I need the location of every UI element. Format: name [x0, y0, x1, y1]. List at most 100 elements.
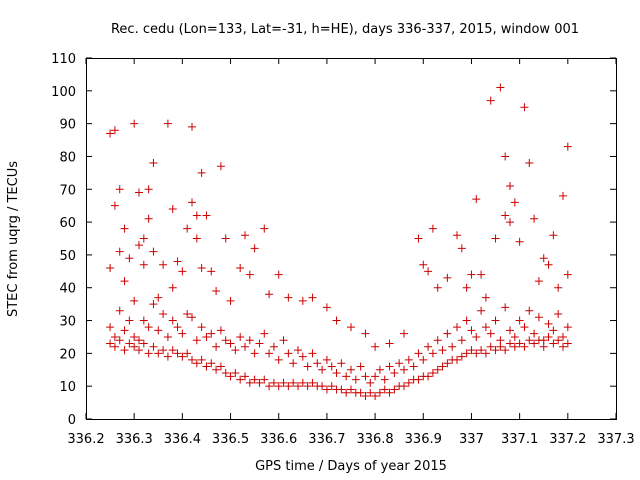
data-point-marker	[298, 378, 307, 387]
data-point-marker	[154, 349, 163, 358]
data-point-marker	[559, 342, 567, 351]
data-point-marker	[207, 359, 216, 368]
data-point-marker	[274, 355, 283, 364]
data-point-marker	[115, 336, 124, 345]
data-point-marker	[216, 162, 225, 171]
data-point-marker	[183, 349, 192, 358]
data-point-marker	[207, 329, 216, 338]
data-point-marker	[231, 346, 240, 355]
data-point-marker	[163, 352, 172, 361]
data-point-marker	[347, 323, 355, 332]
data-point-marker	[515, 316, 524, 325]
data-point-marker	[486, 96, 495, 105]
data-point-marker	[294, 346, 302, 355]
data-point-marker	[462, 349, 471, 358]
data-point-marker	[491, 316, 500, 325]
data-point-marker	[110, 126, 119, 135]
data-point-marker	[241, 231, 249, 240]
data-point-marker	[202, 211, 211, 220]
data-point-marker	[385, 339, 394, 348]
data-point-marker	[400, 382, 408, 391]
data-points	[106, 83, 572, 401]
data-point-marker	[250, 244, 259, 253]
data-point-marker	[419, 355, 428, 364]
data-point-marker	[424, 267, 433, 276]
data-point-marker	[159, 260, 168, 269]
data-point-marker	[192, 359, 201, 368]
data-point-marker	[188, 198, 196, 207]
data-point-marker	[130, 119, 139, 128]
data-point-marker	[284, 382, 293, 391]
data-point-marker	[332, 369, 341, 378]
data-point-marker	[226, 372, 235, 381]
data-point-marker	[438, 346, 447, 355]
data-point-marker	[130, 296, 139, 305]
data-point-marker	[491, 234, 500, 243]
data-point-marker	[433, 336, 442, 345]
data-point-marker	[221, 336, 230, 345]
data-point-marker	[221, 369, 230, 378]
data-point-marker	[366, 388, 375, 397]
data-point-marker	[308, 293, 317, 302]
data-point-marker	[144, 185, 153, 194]
data-point-marker	[279, 378, 288, 387]
data-point-marker	[356, 388, 365, 397]
data-point-marker	[110, 342, 119, 351]
data-point-marker	[120, 346, 129, 355]
y-tick-label: 60	[59, 216, 76, 231]
data-point-marker	[515, 339, 524, 348]
data-point-marker	[260, 224, 269, 233]
data-point-marker	[197, 355, 206, 364]
data-point-marker	[366, 378, 375, 387]
data-point-marker	[327, 362, 336, 371]
data-point-marker	[554, 283, 563, 292]
data-point-marker	[106, 264, 115, 273]
x-tick-label: 337.3	[597, 432, 634, 447]
x-tick-label: 337.1	[501, 432, 538, 447]
data-point-marker	[178, 329, 187, 338]
data-point-marker	[506, 339, 514, 348]
data-point-marker	[226, 339, 235, 348]
y-tick-label: 50	[59, 249, 76, 264]
data-point-marker	[130, 342, 139, 351]
x-tick-label: 336.4	[164, 432, 201, 447]
data-point-marker	[477, 306, 486, 315]
data-point-marker	[110, 332, 119, 341]
data-point-marker	[139, 234, 148, 243]
data-point-marker	[563, 270, 572, 279]
data-point-marker	[544, 332, 553, 341]
data-point-marker	[188, 313, 196, 322]
data-point-marker	[226, 296, 235, 305]
data-point-marker	[135, 346, 143, 355]
data-point-marker	[530, 214, 539, 223]
data-point-marker	[313, 359, 322, 368]
data-point-marker	[154, 326, 163, 335]
data-point-marker	[491, 346, 500, 355]
data-point-marker	[385, 388, 394, 397]
data-point-marker	[361, 329, 370, 338]
data-point-marker	[231, 369, 240, 378]
data-point-marker	[375, 365, 384, 374]
data-point-marker	[289, 378, 298, 387]
data-point-marker	[173, 323, 182, 332]
data-point-marker	[472, 332, 481, 341]
data-point-marker	[414, 349, 423, 358]
data-point-marker	[559, 332, 567, 341]
data-point-marker	[385, 362, 394, 371]
data-point-marker	[462, 283, 471, 292]
data-point-marker	[183, 309, 192, 318]
data-point-marker	[168, 204, 177, 213]
x-tick-label: 337	[459, 432, 484, 447]
data-point-marker	[120, 326, 129, 335]
data-point-marker	[144, 214, 153, 223]
data-point-marker	[481, 323, 490, 332]
data-point-marker	[390, 385, 399, 394]
data-point-marker	[563, 142, 572, 151]
data-point-marker	[130, 332, 139, 341]
data-point-marker	[347, 365, 355, 374]
x-tick-label: 336.8	[356, 432, 393, 447]
data-point-marker	[221, 234, 230, 243]
y-tick-label: 20	[59, 347, 76, 362]
data-point-marker	[467, 270, 476, 279]
data-point-marker	[139, 260, 148, 269]
